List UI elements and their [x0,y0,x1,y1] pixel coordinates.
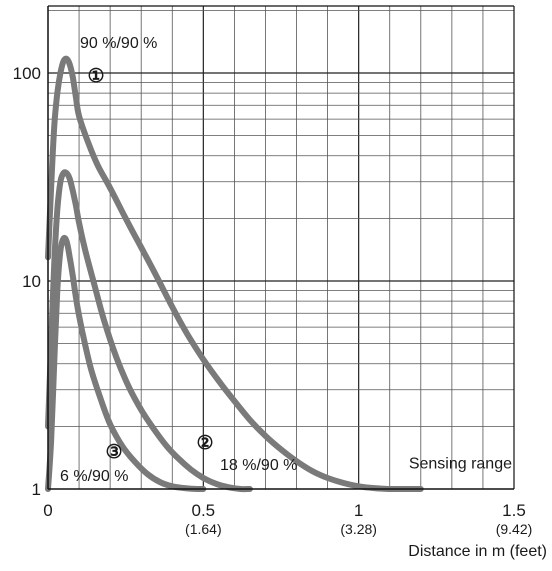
y-tick-label: 1 [32,480,41,499]
series-labels: ① 90 %/90 % ② 18 %/90 % ③ 6 %/90 % Sensing ran… [60,35,512,485]
annotation-sensing-range: Sensing range [409,455,512,472]
series-marker-2: ② [196,433,213,454]
series-line-3 [45,234,207,493]
x-tick-label: 1.5 [502,501,526,520]
series-line-2 [45,169,253,493]
series-marker-3: ③ [105,442,122,463]
series-line-1 [45,55,424,493]
series-name-label-1: 90 %/90 % [80,35,157,52]
x-axis-label: Distance in m (feet) [408,543,547,560]
x-tick-label: 0 [43,501,52,520]
series-name-label-3: 6 %/90 % [60,468,128,485]
grid [48,6,514,489]
y-tick-label: 100 [13,64,41,83]
series-group [45,55,424,493]
y-tick-label: 10 [22,272,41,291]
x-tick-sublabel: (1.64) [185,521,222,537]
series-name-label-2: 18 %/90 % [220,457,297,474]
x-tick-label: 1 [354,501,363,520]
axes [47,5,515,490]
x-tick-label: 0.5 [192,501,216,520]
x-tick-sublabel: (9.42) [496,521,533,537]
x-tick-sublabel: (3.28) [340,521,377,537]
series-marker-1: ① [87,66,104,87]
